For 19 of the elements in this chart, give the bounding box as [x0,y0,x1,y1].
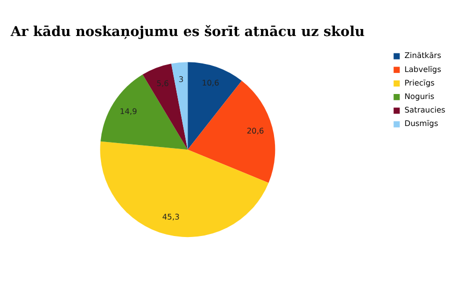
pie-slice [142,64,188,150]
data-label: 5,6 [156,79,169,88]
pie-slice [100,74,188,150]
chart-title: Ar kādu noskaņojumu es šorīt atnācu uz skolu [10,24,365,40]
pie-slice [188,62,242,150]
pie-slice [171,62,188,150]
legend-label: Priecīgs [404,78,435,88]
pie-slice [100,141,269,238]
pie-slice [188,80,276,183]
data-label: 45,3 [162,212,180,222]
legend-label: Labvelīgs [404,64,442,74]
legend-label: Zinātkārs [404,51,442,60]
legend-label: Dusmīgs [404,119,438,128]
legend-label: Noguris [404,92,434,102]
data-label: 3 [178,74,184,84]
legend-label: Satraucies [404,106,446,115]
data-label: 20,6 [246,126,264,136]
data-label: 14,9 [120,107,138,116]
data-label: 10,6 [202,78,220,88]
